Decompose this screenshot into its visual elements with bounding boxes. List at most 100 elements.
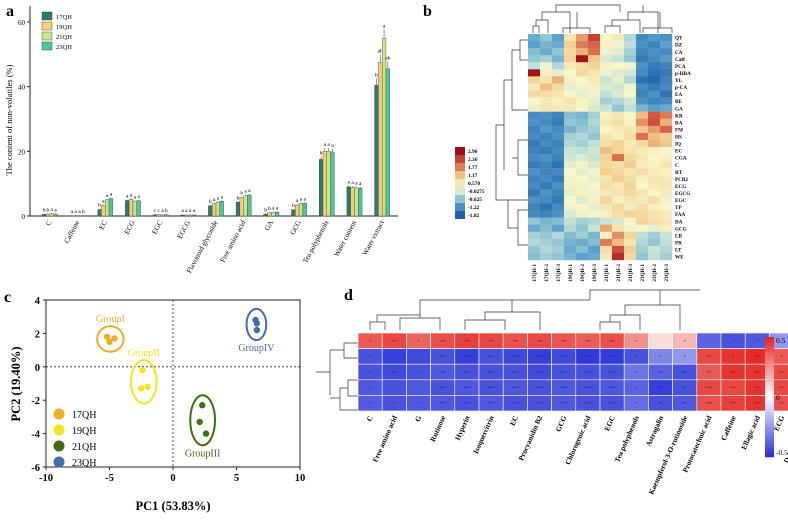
heatmap-cell <box>600 41 613 49</box>
heatmap-cell <box>588 245 601 254</box>
bar <box>302 202 307 217</box>
heatmap-cell <box>600 76 613 84</box>
bar-category-label: GCG <box>289 219 303 236</box>
legend-swatch <box>41 41 53 51</box>
pca-point <box>202 430 210 437</box>
heatmap-cell <box>552 168 565 176</box>
heatmap-cell <box>612 76 625 84</box>
column-dendrogram <box>532 4 673 33</box>
heatmap-row-label: RA <box>675 120 683 126</box>
heatmap-cell <box>552 34 565 42</box>
heatmap-cell <box>588 217 601 225</box>
significance-letter: a <box>54 207 57 213</box>
bar <box>381 37 387 217</box>
correlation-scale-step <box>765 448 774 452</box>
heatmap-cell <box>648 111 661 119</box>
heatmap-col-label: 21QH-3 <box>628 264 634 282</box>
heatmap-cell <box>576 210 589 218</box>
heatmap-cell <box>648 139 661 148</box>
heatmap-cell <box>576 48 589 56</box>
significance-stars: *** <box>560 386 568 391</box>
bar <box>188 214 193 217</box>
heatmap-cell <box>600 97 613 105</box>
heatmap-cell <box>624 48 637 56</box>
heatmap-cell <box>588 168 601 176</box>
heatmap-row-label: CGA <box>675 156 687 162</box>
heatmap-cell <box>564 224 577 232</box>
correlation-col-label: Rutinose <box>428 413 448 443</box>
legend-label: 21QH <box>56 34 72 41</box>
significance-letter: a <box>276 205 279 211</box>
correlation-scale-step <box>765 436 774 440</box>
heatmap-cell <box>600 168 613 176</box>
heatmap-cell <box>528 189 541 197</box>
heatmap-cell <box>540 34 553 42</box>
significance-letter: a <box>244 189 247 195</box>
row-dendrogram-d <box>316 342 358 411</box>
correlation-col-label: Tea polyphenols <box>612 414 641 464</box>
heatmap-cell <box>660 245 673 254</box>
pca-point <box>111 335 118 342</box>
heatmap-cell <box>576 104 589 112</box>
correlation-scale-label: -0.5 <box>776 448 788 457</box>
pca-point <box>106 338 113 345</box>
heatmap-cell <box>648 97 661 105</box>
significance-stars: ** <box>707 370 712 375</box>
heatmap-cell <box>528 139 541 148</box>
heatmap-cell <box>636 76 649 84</box>
significance-stars: * <box>417 401 420 406</box>
correlation-scale-step <box>765 454 774 458</box>
heatmap-cell <box>624 245 637 254</box>
heatmap-cell <box>624 111 637 119</box>
heatmap-row-label: EGC <box>675 198 686 204</box>
heatmap-cell <box>540 55 553 63</box>
heatmap-cell <box>528 76 541 84</box>
significance-stars: * <box>369 339 372 344</box>
heatmap-cell <box>552 55 565 63</box>
significance-stars: *** <box>730 401 738 406</box>
heatmap-cell <box>552 48 565 56</box>
bar <box>354 187 359 217</box>
significance-letter: b <box>268 206 271 212</box>
correlation-col-label: EGC <box>602 414 617 432</box>
heatmap-cell <box>660 210 673 218</box>
significance-stars: *** <box>706 401 714 406</box>
heatmap-cell <box>612 245 625 254</box>
heatmap-cell <box>660 238 673 247</box>
heatmap-cell <box>564 41 577 49</box>
heatmap-cell <box>564 231 577 240</box>
heatmap-cell <box>648 154 661 162</box>
pca-legend-label: 21QH <box>72 442 96 453</box>
significance-letter: a <box>327 142 330 148</box>
color-scale-swatch <box>455 187 465 195</box>
correlation-scale-step <box>765 382 774 386</box>
heatmap-col-label: 21QH-1 <box>604 264 610 282</box>
heatmap-cell <box>528 231 541 240</box>
bar-category-label: C <box>44 219 53 227</box>
pca-legend-label: 19QH <box>72 426 96 437</box>
correlation-scale-step <box>765 433 774 437</box>
heatmap-cell <box>636 189 649 197</box>
heatmap-cell <box>600 55 613 63</box>
significance-letter: a <box>351 180 354 186</box>
heatmap-cell <box>552 83 565 91</box>
bar <box>295 204 300 217</box>
significance-stars: * <box>369 401 372 406</box>
color-scale-swatch <box>455 195 465 203</box>
color-scale-swatch <box>455 171 465 179</box>
heatmap-cell <box>612 125 625 134</box>
heatmap-cell <box>588 55 601 63</box>
heatmap-cell <box>540 147 553 155</box>
correlation-col-label: Hyperin <box>453 414 472 441</box>
correlation-scale-step <box>765 403 774 407</box>
correlation-scale-step <box>765 391 774 395</box>
heatmap-cell <box>660 125 673 134</box>
heatmap-cell <box>624 168 637 176</box>
heatmap-cell <box>552 252 565 261</box>
heatmap-cell <box>528 217 541 225</box>
heatmap-cell <box>612 62 625 70</box>
significance-letter: a <box>193 208 196 214</box>
column-dendrogram-d <box>369 289 700 330</box>
heatmap-cell <box>660 83 673 91</box>
heatmap-cell <box>600 111 613 119</box>
